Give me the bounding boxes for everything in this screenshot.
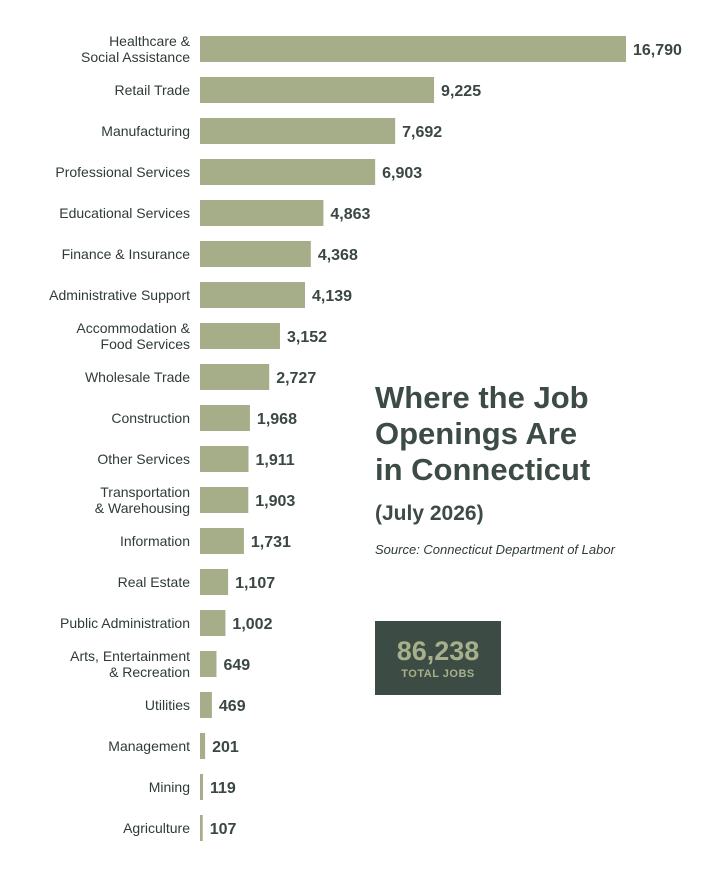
category-label: Wholesale Trade xyxy=(85,369,190,385)
category-label: Professional Services xyxy=(55,164,190,180)
title-block: Where the Job Openings Are in Connecticu… xyxy=(375,380,705,557)
value-label: 1,903 xyxy=(255,493,295,510)
bar xyxy=(200,241,311,267)
value-label: 4,368 xyxy=(318,247,358,264)
chart-subtitle: (July 2026) xyxy=(375,502,484,525)
category-label: Educational Services xyxy=(59,205,190,221)
chart-title-line-3: in Connecticut xyxy=(375,452,591,487)
value-label: 1,968 xyxy=(257,411,297,428)
bar xyxy=(200,118,396,144)
category-label: Transportation & Warehousing xyxy=(95,484,190,516)
value-label: 469 xyxy=(219,698,246,715)
value-label: 4,139 xyxy=(312,288,352,305)
category-label: Other Services xyxy=(97,451,190,467)
bar xyxy=(200,159,376,185)
bar xyxy=(200,405,250,431)
category-label: Manufacturing xyxy=(101,123,190,139)
bar xyxy=(200,610,226,636)
total-jobs-badge: 86,238 TOTAL JOBS xyxy=(375,621,501,695)
value-label: 9,225 xyxy=(441,83,481,100)
source-note: Source: Connecticut Department of Labor xyxy=(375,542,615,557)
bar xyxy=(200,651,217,677)
category-label: Healthcare & Social Assistance xyxy=(81,33,191,65)
category-label: Finance & Insurance xyxy=(62,246,191,262)
category-label: Accommodation & Food Services xyxy=(76,320,190,352)
value-label: 7,692 xyxy=(402,124,442,141)
category-label: Public Administration xyxy=(60,615,190,631)
category-label: Management xyxy=(108,738,190,754)
bar xyxy=(200,487,249,513)
chart-title-line-1: Where the Job xyxy=(375,380,589,415)
bar xyxy=(200,446,249,472)
bar xyxy=(200,692,212,718)
bar xyxy=(200,815,203,841)
value-label: 1,731 xyxy=(251,534,291,551)
chart-title-line-2: Openings Are xyxy=(375,416,578,451)
category-label: Mining xyxy=(149,779,190,795)
value-label: 1,002 xyxy=(232,616,272,633)
value-label: 16,790 xyxy=(633,42,682,59)
category-label: Information xyxy=(120,533,190,549)
value-label: 107 xyxy=(210,821,237,838)
category-label: Real Estate xyxy=(118,574,191,590)
value-label: 2,727 xyxy=(276,370,316,387)
bar xyxy=(200,36,626,62)
bar xyxy=(200,733,206,759)
category-label: Retail Trade xyxy=(115,82,191,98)
category-label: Utilities xyxy=(145,697,190,713)
value-label: 1,911 xyxy=(255,452,294,469)
total-jobs-value: 86,238 xyxy=(396,636,480,666)
bar xyxy=(200,200,324,226)
value-label: 649 xyxy=(223,657,250,674)
bar xyxy=(200,364,270,390)
bar xyxy=(200,528,244,554)
category-label: Administrative Support xyxy=(49,287,190,303)
value-label: 119 xyxy=(210,780,236,797)
value-label: 1,107 xyxy=(235,575,275,592)
bar xyxy=(200,569,229,595)
value-label: 6,903 xyxy=(382,165,422,182)
value-label: 201 xyxy=(212,739,239,756)
value-label: 3,152 xyxy=(287,329,327,346)
bar xyxy=(200,323,280,349)
bar xyxy=(200,282,306,308)
category-label: Construction xyxy=(111,410,190,426)
category-label: Agriculture xyxy=(123,820,190,836)
category-label: Arts, Entertainment & Recreation xyxy=(70,648,190,680)
bar xyxy=(200,77,435,103)
bar xyxy=(200,774,204,800)
total-jobs-label: TOTAL JOBS xyxy=(401,668,475,680)
value-label: 4,863 xyxy=(330,206,370,223)
